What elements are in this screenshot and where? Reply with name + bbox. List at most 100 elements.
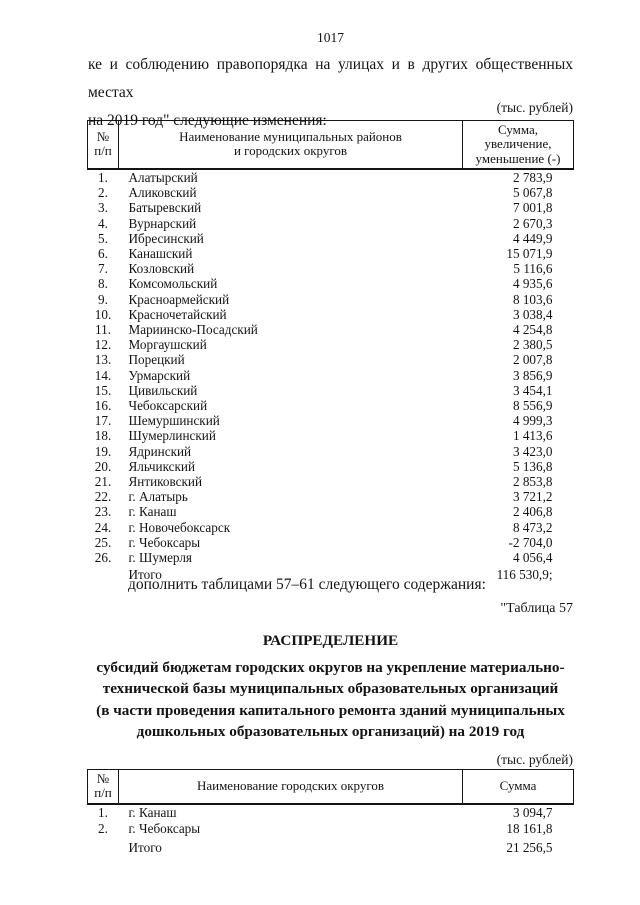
table-row: 22. г. Алатырь 3 721,2: [88, 489, 574, 504]
table-row: 18. Шумерлинский 1 413,6: [88, 428, 574, 443]
district-name: Алатырский: [128, 169, 198, 185]
district-name: Яльчикский: [128, 458, 196, 474]
subsidies-table-total: Итого 21 256,5: [88, 837, 574, 856]
district-name: Канашский: [128, 245, 193, 261]
district-name: Цивильский: [128, 382, 198, 398]
amount-value: 2 783,9: [512, 169, 553, 185]
table-row: 2. Аликовский 5 067,8: [88, 185, 574, 200]
row-number: 5.: [98, 230, 108, 246]
row-number: 14.: [94, 367, 112, 383]
table-row: 10. Красночетайский 3 038,4: [88, 307, 574, 322]
row-number: 18.: [94, 428, 112, 444]
table-row: 20. Яльчикский 5 136,8: [88, 459, 574, 474]
amount-value: 3 094,7: [512, 804, 553, 820]
table-row: 23. г. Канаш 2 406,8: [88, 504, 574, 519]
amount-value: 15 071,9: [506, 245, 553, 261]
row-number: 1.: [98, 169, 108, 185]
city-name: г. Чебоксары: [128, 820, 201, 836]
amount-value: 7 001,8: [512, 200, 553, 216]
district-name: Шумерлинский: [128, 428, 216, 444]
district-name: г. Чебоксары: [128, 534, 201, 550]
units-note-table1: (тыс. рублей): [496, 100, 573, 115]
district-name: Батыревский: [128, 200, 202, 216]
row-number: 10.: [94, 306, 112, 322]
total-row-number: [88, 565, 119, 582]
amount-value: 4 935,6: [512, 276, 553, 292]
header-cell-sum: Сумма: [462, 768, 574, 805]
amount-value: 2 853,8: [512, 473, 553, 489]
amount-value: 3 423,0: [512, 443, 553, 459]
row-number: 13.: [94, 352, 112, 368]
table-row: 16. Чебоксарский 8 556,9: [88, 398, 574, 413]
district-name: Ядринский: [128, 443, 192, 459]
district-name: Красноармейский: [128, 291, 230, 307]
table-row: 26. г. Шумерля 4 056,4: [88, 550, 574, 565]
district-name: Моргаушский: [128, 337, 207, 353]
table-row: 2. г. Чебоксары 18 161,8: [88, 821, 574, 837]
row-number: 25.: [94, 534, 112, 550]
header-cell-name: Наименование муниципальных районов и гор…: [118, 119, 463, 170]
subsidies-table-body: 1. г. Канаш 3 094,7 2. г. Чебоксары 18 1…: [88, 804, 574, 838]
amount-value: 4 449,9: [512, 230, 553, 246]
amount-value: 2 406,8: [512, 504, 553, 520]
table-row: 15. Цивильский 3 454,1: [88, 383, 574, 398]
district-name: Янтиковский: [128, 473, 203, 489]
page-number: 1017: [317, 30, 344, 45]
table-row: 9. Красноармейский 8 103,6: [88, 292, 574, 307]
row-number: 11.: [95, 321, 111, 337]
amount-value: 5 067,8: [512, 185, 553, 201]
append-tables-text: дополнить таблицами 57–61 следующего сод…: [128, 576, 486, 593]
total-value: 116 530,9;: [496, 567, 553, 583]
row-number: 21.: [94, 473, 112, 489]
table-row: 17. Шемуршинский 4 999,3: [88, 413, 574, 428]
amendments-table-body: 1. Алатырский 2 783,9 2. Аликовский 5 06…: [88, 169, 574, 565]
district-name: Аликовский: [128, 185, 197, 201]
amount-value: 2 007,8: [512, 352, 553, 368]
amount-value: 8 103,6: [512, 291, 553, 307]
row-number: 7.: [98, 261, 108, 277]
total-value: 21 256,5: [506, 840, 553, 856]
row-number: 19.: [94, 443, 112, 459]
table-row: 7. Козловский 5 116,6: [88, 261, 574, 276]
amount-value: 3 856,9: [512, 367, 553, 383]
table-row: 13. Порецкий 2 007,8: [88, 352, 574, 367]
row-number: 6.: [98, 245, 108, 261]
units-note-table2: (тыс. рублей): [496, 752, 573, 767]
row-number: 4.: [98, 215, 108, 231]
amendments-table: № п/п Наименование муниципальных районов…: [87, 119, 574, 582]
table-row: 11. Мариинско-Посадский 4 254,8: [88, 322, 574, 337]
row-number: 15.: [94, 382, 112, 398]
amendments-table-total: Итого 116 530,9;: [88, 565, 574, 582]
district-name: Порецкий: [128, 352, 185, 368]
district-name: г. Алатырь: [128, 489, 188, 505]
amount-value: 2 670,3: [512, 215, 553, 231]
amount-value: 2 380,5: [512, 337, 553, 353]
district-name: Ибресинский: [128, 230, 204, 246]
amount-value: -2 704,0: [508, 534, 553, 550]
amendments-table-header: № п/п Наименование муниципальных районов…: [87, 119, 574, 170]
table-row: 21. Янтиковский 2 853,8: [88, 474, 574, 489]
row-number: 3.: [98, 200, 108, 216]
district-name: Козловский: [128, 261, 195, 277]
district-name: Красночетайский: [128, 306, 227, 322]
total-row-number: [88, 837, 119, 856]
table-row: 14. Урмарский 3 856,9: [88, 368, 574, 383]
amount-value: 8 473,2: [512, 519, 553, 535]
table-row: 3. Батыревский 7 001,8: [88, 200, 574, 215]
district-name: Мариинско-Посадский: [128, 321, 258, 337]
table-row: 5. Ибресинский 4 449,9: [88, 231, 574, 246]
row-number: 17.: [94, 413, 112, 429]
header-cell-num: № п/п: [87, 119, 119, 170]
district-name: Комсомольский: [128, 276, 218, 292]
row-number: 2.: [98, 185, 108, 201]
amount-value: 8 556,9: [512, 397, 553, 413]
total-label: Итого: [128, 840, 162, 856]
row-number: 26.: [94, 549, 112, 565]
district-name: Шемуршинский: [128, 413, 220, 429]
row-number: 24.: [94, 519, 112, 535]
district-name: Урмарский: [128, 367, 191, 383]
subsidies-table-header: № п/п Наименование городских округов Сум…: [87, 768, 574, 805]
amount-value: 4 999,3: [512, 413, 553, 429]
amount-value: 3 454,1: [512, 382, 553, 398]
